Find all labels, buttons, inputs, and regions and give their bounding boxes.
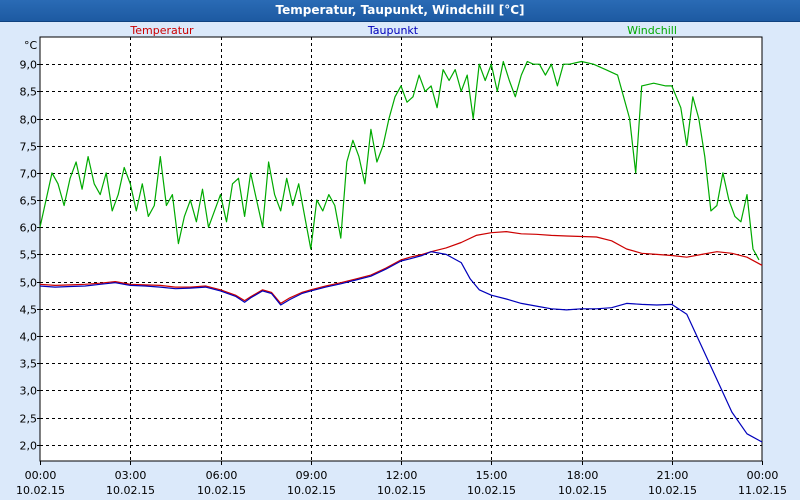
legend-taupunkt: Taupunkt [367,24,419,37]
x-tick-time-label: 18:00 [567,469,599,482]
x-tick-time-label: 00:00 [25,469,57,482]
x-tick-time-label: 21:00 [657,469,689,482]
y-tick-label: 2,0 [20,440,38,453]
x-tick-date-label: 10.02.15 [197,484,246,497]
y-tick-label: 8,5 [20,86,38,99]
x-tick-date-label: 10.02.15 [558,484,607,497]
x-tick-time-label: 06:00 [206,469,238,482]
x-tick-date-label: 10.02.15 [648,484,697,497]
x-tick-date-label: 10.02.15 [16,484,65,497]
y-tick-label: 2,5 [20,413,38,426]
y-tick-label: 7,5 [20,141,38,154]
x-tick-time-label: 03:00 [115,469,147,482]
y-tick-label: 9,0 [20,59,38,72]
y-unit-label: °C [24,39,38,52]
y-tick-label: 5,0 [20,277,38,290]
series-line-taupunkt [39,251,763,443]
y-tick-label: 7,0 [20,168,38,181]
x-tick-date-label: 11.02.15 [738,484,787,497]
y-tick-label: 6,0 [20,222,38,235]
legend-temperatur: Temperatur [129,24,194,37]
series-line-temperatur [39,231,763,304]
y-tick-label: 3,0 [20,385,38,398]
x-tick-time-label: 15:00 [476,469,508,482]
x-tick-date-label: 10.02.15 [287,484,336,497]
x-tick-date-label: 10.02.15 [377,484,426,497]
y-tick-label: 4,5 [20,304,38,317]
x-tick-time-label: 12:00 [386,469,418,482]
y-tick-label: 8,0 [20,114,38,127]
x-tick-date-label: 10.02.15 [106,484,155,497]
x-tick-date-label: 10.02.15 [467,484,516,497]
y-tick-label: 6,5 [20,195,38,208]
series-line-windchill [39,60,760,261]
y-tick-label: 3,5 [20,358,38,371]
window-title: Temperatur, Taupunkt, Windchill [°C] [0,0,800,22]
y-tick-label: 4,0 [20,331,38,344]
x-tick-time-label: 09:00 [296,469,328,482]
y-tick-label: 5,5 [20,249,38,262]
x-tick-time-label: 00:00 [747,469,779,482]
legend-windchill: Windchill [627,24,677,37]
